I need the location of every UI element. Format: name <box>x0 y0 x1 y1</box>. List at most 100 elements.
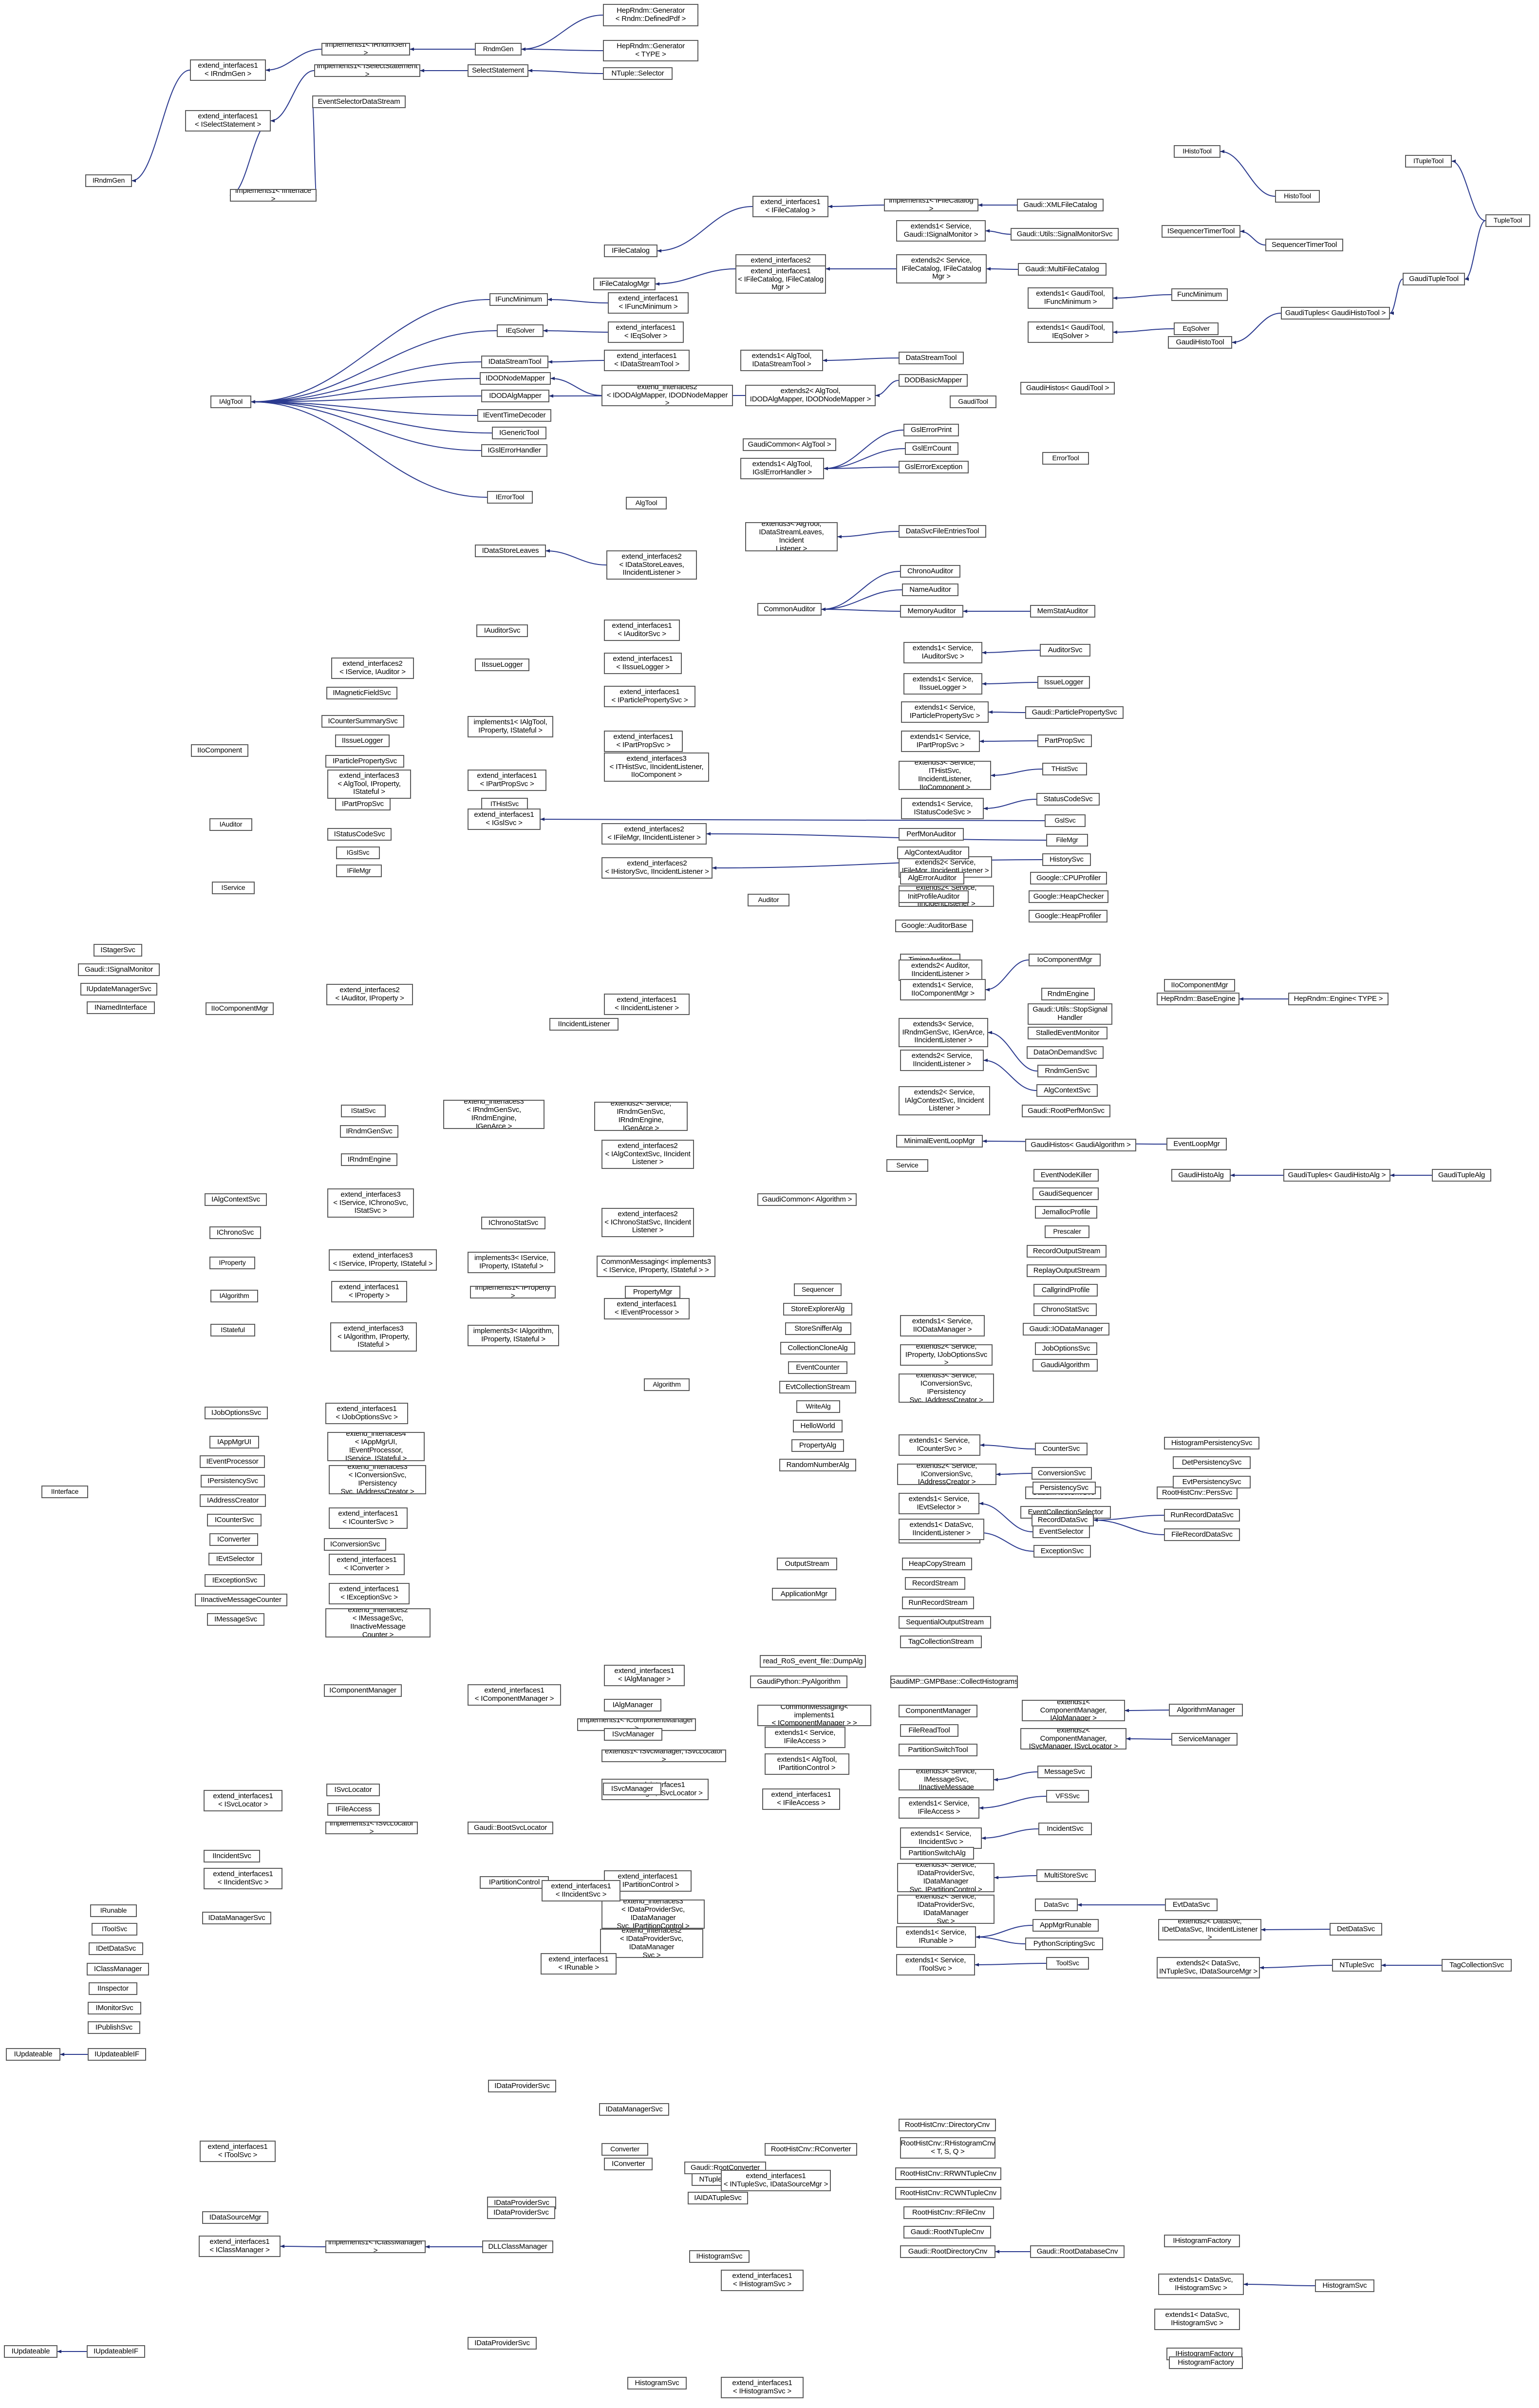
class-node[interactable]: IParticlePropertySvc <box>325 755 404 768</box>
class-node[interactable]: read_RoS_event_file::DumpAlg <box>760 1655 866 1668</box>
class-node[interactable]: EventLoopMgr <box>1166 1138 1227 1150</box>
class-node[interactable]: extend_interfaces1 < IHistogramSvc > <box>721 2270 804 2291</box>
class-node[interactable]: ITupleTool <box>1405 155 1452 168</box>
class-node[interactable]: extends2< AlgTool, IDODAlgMapper, IDODNo… <box>745 385 876 406</box>
class-node[interactable]: extend_interfaces1 < IFileAccess > <box>762 1788 840 1810</box>
class-node[interactable]: ToolSvc <box>1046 1957 1089 1970</box>
class-node[interactable]: HelloWorld <box>793 1420 843 1432</box>
class-node[interactable]: extend_interfaces1 < IPartPropSvc > <box>468 770 546 791</box>
class-node[interactable]: FileRecordDataSvc <box>1164 1528 1240 1541</box>
class-node[interactable]: PerfMonAuditor <box>899 828 964 841</box>
class-node[interactable]: CommonMessaging< implements1 < IComponen… <box>757 1705 871 1726</box>
class-node[interactable]: GslErrCount <box>905 442 958 455</box>
class-node[interactable]: IJobOptionsSvc <box>205 1407 268 1419</box>
class-node[interactable]: extend_interfaces1 < IEventProcessor > <box>604 1298 690 1319</box>
class-node[interactable]: IDetDataSvc <box>89 1942 143 1955</box>
class-node[interactable]: HistorySvc <box>1042 853 1091 866</box>
class-node[interactable]: IInspector <box>89 1982 137 1995</box>
class-node[interactable]: Gaudi::RootDirectoryCnv <box>900 2245 995 2258</box>
class-node[interactable]: extend_interfaces1 < IAuditorSvc > <box>604 620 680 641</box>
class-node[interactable]: extends3< Service, IConversionSvc, IPers… <box>899 1373 994 1403</box>
class-node[interactable]: PropertyMgr <box>625 1286 680 1298</box>
class-node[interactable]: ISequencerTimerTool <box>1162 225 1240 238</box>
class-node[interactable]: extend_interfaces1 < IIncidentListener > <box>604 994 690 1015</box>
class-node[interactable]: RandomNumberAlg <box>779 1459 856 1471</box>
class-node[interactable]: Gaudi::RootDatabaseCnv <box>1030 2245 1125 2258</box>
class-node[interactable]: RndmGen <box>475 43 522 56</box>
class-node[interactable]: IExceptionSvc <box>205 1574 265 1587</box>
class-node[interactable]: IPublishSvc <box>88 2021 140 2034</box>
class-node[interactable]: PartitionSwitchAlg <box>900 1847 974 1860</box>
class-node[interactable]: IIoComponentMgr <box>206 1002 274 1015</box>
class-node[interactable]: NTuple::Selector <box>603 67 673 80</box>
class-node[interactable]: IncidentSvc <box>1038 1823 1092 1835</box>
class-node[interactable]: extends1< Service, IIoComponentMgr > <box>900 979 986 1000</box>
class-node[interactable]: extends1< Service, ICounterSvc > <box>899 1434 980 1456</box>
class-node[interactable]: extend_interfaces3 < IConversionSvc, IPe… <box>329 1465 426 1494</box>
class-node[interactable]: IAuditorSvc <box>476 624 528 637</box>
class-node[interactable]: CommonAuditor <box>757 603 822 616</box>
class-node[interactable]: GaudiTupleTool <box>1403 273 1465 285</box>
class-node[interactable]: extends1< Service, IEvtSelector > <box>899 1493 979 1514</box>
class-node[interactable]: InitProfileAuditor <box>899 890 969 903</box>
class-node[interactable]: IoComponentMgr <box>1029 954 1101 966</box>
class-node[interactable]: IssueLogger <box>1037 676 1090 689</box>
class-node[interactable]: extend_interfaces2 < IDataProviderSvc, I… <box>600 1929 703 1958</box>
class-node[interactable]: extend_interfaces1 < IPartPropSvc > <box>604 731 683 752</box>
class-node[interactable]: extends3< Service, ITHistSvc, IIncidentL… <box>899 761 991 790</box>
class-node[interactable]: AlgContextAuditor <box>897 847 969 859</box>
class-node[interactable]: extends2< ComponentManager, ISvcManager,… <box>1020 1728 1126 1750</box>
class-node[interactable]: implements1< IRndmGen > <box>321 43 410 56</box>
class-node[interactable]: RootHistCnv::RFileCnv <box>903 2206 994 2219</box>
class-node[interactable]: RootHistCnv::RHistogramCnv < T, S, Q > <box>900 2137 995 2159</box>
class-node[interactable]: extends2< DataSvc, INTupleSvc, IDataSour… <box>1157 1957 1260 1978</box>
class-node[interactable]: IUpdateableIF <box>88 2048 146 2061</box>
class-node[interactable]: extend_interfaces3 < IAlgorithm, IProper… <box>330 1322 417 1352</box>
class-node[interactable]: RunRecordDataSvc <box>1164 1509 1240 1522</box>
class-node[interactable]: EventSelectorDataStream <box>312 95 406 108</box>
class-node[interactable]: IDataProviderSvc <box>468 2337 537 2350</box>
class-node[interactable]: Gaudi::Utils::SignalMonitorSvc <box>1011 228 1119 241</box>
class-node[interactable]: extends2< Service, IAlgContextSvc, IInci… <box>899 1086 990 1115</box>
class-node[interactable]: CommonMessaging< implements3 < IService,… <box>597 1256 715 1277</box>
class-node[interactable]: RootHistCnv::RConverter <box>765 2143 857 2156</box>
class-node[interactable]: IEventTimeDecoder <box>477 409 551 422</box>
class-node[interactable]: HepRndm::Engine< TYPE > <box>1288 993 1389 1005</box>
class-node[interactable]: IInterface <box>41 1486 88 1498</box>
class-node[interactable]: RootHistCnv::RRWNTupleCnv <box>895 2167 1001 2180</box>
class-node[interactable]: extend_interfaces1 < IFileCatalog, IFile… <box>735 265 826 294</box>
class-node[interactable]: CounterSvc <box>1035 1443 1088 1455</box>
class-node[interactable]: NTupleSvc <box>1332 1959 1382 1972</box>
class-node[interactable]: Gaudi::ISignalMonitor <box>78 963 160 976</box>
class-node[interactable]: implements1< ISelectStatement > <box>314 64 420 77</box>
class-node[interactable]: extend_interfaces1 < IIssueLogger > <box>604 653 682 674</box>
class-node[interactable]: extends1< Service, IIncidentSvc > <box>900 1827 982 1849</box>
class-node[interactable]: IIssueLogger <box>475 658 529 671</box>
class-node[interactable]: IHistogramSvc <box>689 2250 750 2263</box>
class-node[interactable]: IAlgTool <box>210 395 251 408</box>
class-node[interactable]: EventNodeKiller <box>1033 1169 1099 1182</box>
class-node[interactable]: Gaudi::XMLFileCatalog <box>1017 199 1104 211</box>
class-node[interactable]: Google::AuditorBase <box>895 920 973 932</box>
class-node[interactable]: extend_interfaces1 < ICounterSvc > <box>329 1507 408 1529</box>
class-node[interactable]: extends3< AlgTool, IDataStreamLeaves, In… <box>745 522 838 551</box>
class-node[interactable]: DataOnDemandSvc <box>1027 1046 1104 1059</box>
class-node[interactable]: extend_interfaces1 < IFileCatalog > <box>752 196 828 217</box>
class-node[interactable]: extends1< AlgTool, IDataStreamTool > <box>740 350 823 371</box>
class-node[interactable]: ReplayOutputStream <box>1027 1264 1107 1277</box>
class-node[interactable]: MultiStoreSvc <box>1036 1869 1096 1882</box>
class-node[interactable]: ISvcLocator <box>326 1784 380 1796</box>
class-node[interactable]: extend_interfaces1 < IPartitionControl > <box>604 1870 692 1892</box>
class-node[interactable]: IStatusCodeSvc <box>327 828 392 841</box>
class-node[interactable]: IRndmGen <box>85 174 132 187</box>
class-node[interactable]: extends2< Auditor, IIncidentListener > <box>899 959 982 981</box>
class-node[interactable]: IEventProcessor <box>200 1455 265 1468</box>
class-node[interactable]: JobOptionsSvc <box>1035 1342 1097 1355</box>
class-node[interactable]: IPartPropSvc <box>335 798 391 810</box>
class-node[interactable]: implements1< IProperty > <box>470 1286 556 1298</box>
class-node[interactable]: IIncidentSvc <box>204 1850 260 1862</box>
class-node[interactable]: IFuncMinimum <box>489 293 548 306</box>
class-node[interactable]: DetDataSvc <box>1330 1923 1382 1936</box>
class-node[interactable]: IChronoStatSvc <box>481 1217 545 1229</box>
class-node[interactable]: RecordDataSvc <box>1032 1514 1094 1526</box>
